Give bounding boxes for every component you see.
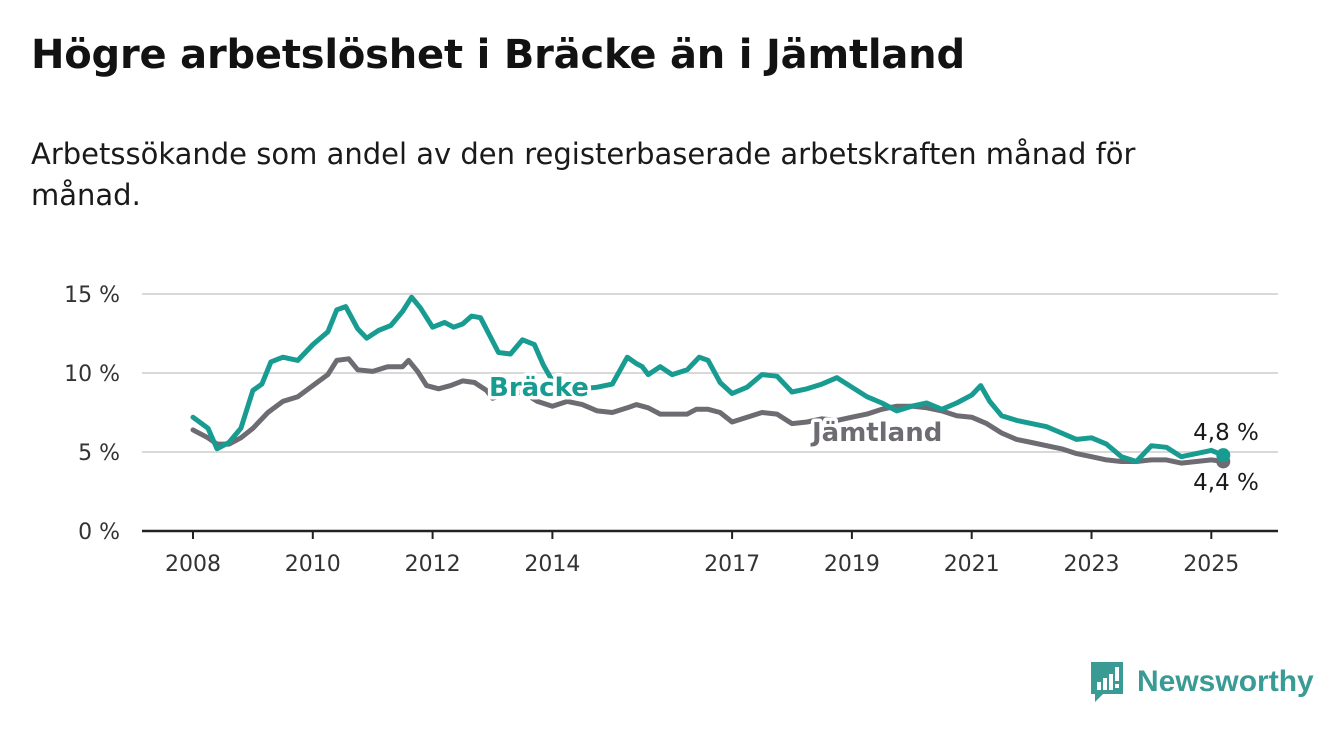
series-label-jamtland: Jämtland bbox=[810, 418, 942, 448]
end-value-label-jamtland: 4,4 % bbox=[1193, 470, 1259, 496]
y-tick-label: 5 % bbox=[78, 441, 120, 466]
series-label-bracke: Bräcke bbox=[489, 373, 589, 403]
x-axis-ticks: 2008 2010 2012 2014 2017 2019 2021 2023 2025 bbox=[165, 531, 1239, 577]
x-tick-label: 2019 bbox=[824, 552, 880, 577]
y-tick-label: 0 % bbox=[78, 520, 120, 545]
chart-subtitle: Arbetssökande som andel av den registerb… bbox=[31, 137, 1136, 212]
x-tick-label: 2012 bbox=[405, 552, 461, 577]
x-tick-label: 2017 bbox=[704, 552, 760, 577]
grid-lines bbox=[142, 293, 1278, 453]
x-tick-label: 2008 bbox=[165, 552, 221, 577]
chart-title: Högre arbetslöshet i Bräcke än i Jämtlan… bbox=[31, 32, 965, 78]
x-tick-label: 2025 bbox=[1183, 552, 1239, 577]
x-tick-label: 2023 bbox=[1064, 552, 1120, 577]
series-lines bbox=[190, 294, 1231, 469]
series-end-point-bracke bbox=[1216, 448, 1231, 463]
series-line-bracke bbox=[190, 294, 1226, 464]
end-value-label-bracke: 4,8 % bbox=[1193, 420, 1259, 446]
x-tick-label: 2021 bbox=[944, 552, 1000, 577]
x-tick-label: 2014 bbox=[524, 552, 580, 577]
y-axis-ticks: 0 % 5 % 10 % 15 % bbox=[64, 283, 120, 545]
brand-name: Newsworthy bbox=[1137, 665, 1314, 698]
series-labels: Jämtland Bräcke 4,8 % 4,4 % bbox=[486, 370, 1262, 500]
line-chart: 0 %5 %10 %15 % 2008 2010 2012 2014 2017 2019 2… bbox=[64, 283, 1278, 577]
y-tick-label: 10 % bbox=[64, 362, 120, 387]
series-line-jamtland bbox=[190, 356, 1226, 466]
x-tick-label: 2010 bbox=[285, 552, 341, 577]
brand-logo: Newsworthy bbox=[1089, 660, 1314, 704]
newsworthy-logo-icon bbox=[1091, 662, 1123, 702]
y-tick-label: 15 % bbox=[64, 283, 120, 308]
